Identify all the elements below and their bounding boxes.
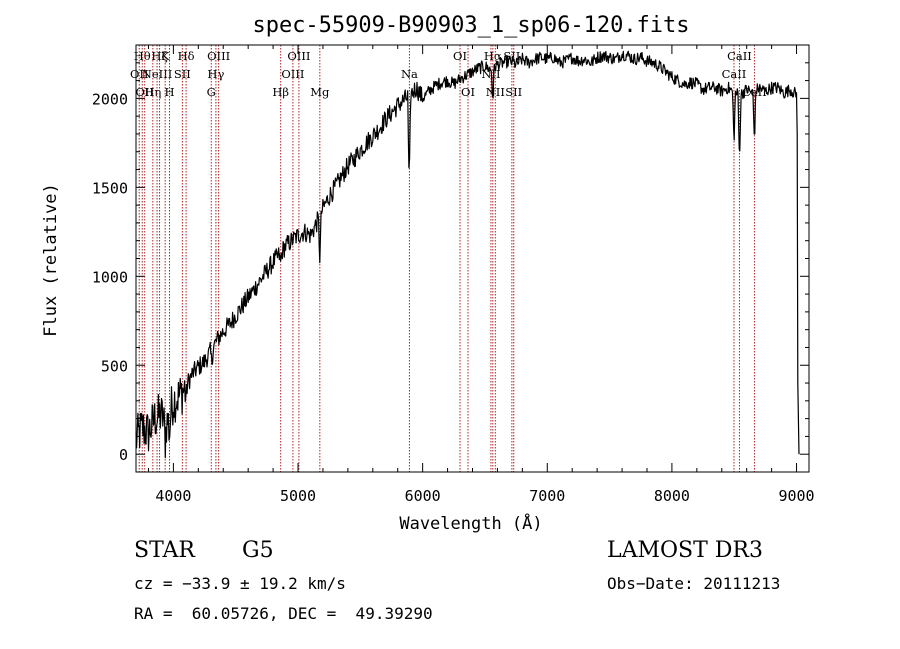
line-label: Hα xyxy=(484,49,502,63)
obs-date: Obs−Date: 20111213 xyxy=(607,574,781,593)
ra-dec: RA = 60.05726, DEC = 49.39290 xyxy=(134,604,433,623)
line-label: NeIII xyxy=(142,67,173,81)
redshift-cz: cz = −33.9 ± 19.2 km/s xyxy=(134,574,346,593)
line-label: Hη xyxy=(144,85,161,99)
plot-frame xyxy=(135,44,810,473)
line-label: OII xyxy=(130,67,149,81)
object-subclass: G5 xyxy=(242,538,274,563)
line-label: Hθ xyxy=(134,49,151,63)
x-tick-label: 7000 xyxy=(529,487,565,505)
line-label: Na xyxy=(401,67,418,81)
y-tick-label: 500 xyxy=(101,357,128,375)
line-label: G xyxy=(207,85,216,99)
line-label: K xyxy=(161,49,170,63)
object-class: STAR xyxy=(134,538,195,563)
spectrum-layer xyxy=(135,50,800,459)
x-tick-label: 6000 xyxy=(405,487,441,505)
line-label: OIII xyxy=(287,49,310,63)
axis-ticks-layer: 4000 5000 6000 7000 8000 9000 0 500 1000 1500 2000 xyxy=(92,44,815,505)
line-label: Hζ xyxy=(151,49,167,63)
line-label: Hβ xyxy=(272,85,289,99)
line-label: SII xyxy=(174,67,191,81)
y-tick-label: 0 xyxy=(119,446,128,464)
y-tick-label: 2000 xyxy=(92,90,128,108)
line-label: OIII xyxy=(207,49,230,63)
line-label: NII xyxy=(486,85,505,99)
x-tick-label: 4000 xyxy=(155,487,191,505)
y-axis-label: Flux (relative) xyxy=(41,183,61,337)
line-label: OIII xyxy=(281,67,304,81)
line-label: Mg xyxy=(310,85,330,99)
spectrum-line xyxy=(135,50,800,459)
line-label: OI xyxy=(461,85,475,99)
x-axis-label: Wavelength (Å) xyxy=(399,512,542,534)
line-label: Hγ xyxy=(207,67,224,81)
line-label: OII xyxy=(135,85,154,99)
y-tick-label: 1000 xyxy=(92,268,128,286)
x-tick-label: 5000 xyxy=(280,487,316,505)
line-label: CaII xyxy=(722,67,747,81)
emission-lines-layer: OIIHθOIIHηNeIIIHζKHSIIHδGHγOIIIHβOIIIOII… xyxy=(130,45,767,472)
y-tick-label: 1500 xyxy=(92,179,128,197)
line-label: H xyxy=(165,85,175,99)
line-label: SII xyxy=(505,85,522,99)
survey-name: LAMOST DR3 xyxy=(607,538,763,563)
line-label: CaII xyxy=(727,49,752,63)
line-label: Hδ xyxy=(178,49,195,63)
line-label: OI xyxy=(453,49,467,63)
x-tick-label: 8000 xyxy=(654,487,690,505)
chart-title: spec-55909-B90903_1_sp06-120.fits xyxy=(252,13,689,38)
x-tick-label: 9000 xyxy=(778,487,814,505)
